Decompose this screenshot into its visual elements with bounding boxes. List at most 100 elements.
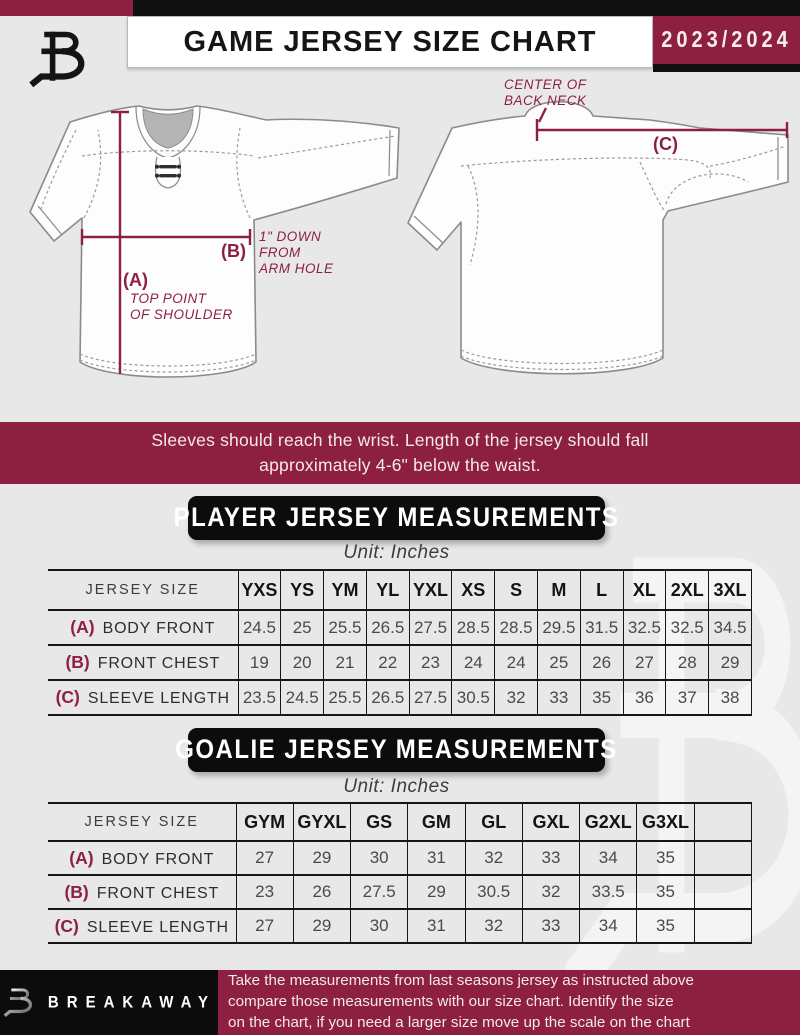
row-label-cell: (B) FRONT CHEST [48, 875, 236, 910]
goalie-table-container: JERSEY SIZE GYM GYXL GS GM GL GXL G2XL G3XL (A) BO… [48, 802, 753, 944]
size-value-cell: 32 [521, 875, 580, 910]
size-value-cell: 35 [636, 875, 695, 910]
size-value-cell: 33 [521, 841, 580, 876]
measurement-label: BODY FRONT [101, 850, 215, 868]
size-value-cell: 36 [622, 680, 666, 716]
size-value-cell: 32 [494, 680, 538, 716]
measurement-row: (A) BODY FRONT 27 29 30 31 32 33 34 35 [48, 841, 753, 876]
footer: BREAKAWAY Take the measurements from las… [0, 970, 800, 1035]
size-value-cell [693, 909, 753, 944]
goalie-unit-label: Unit: Inches [343, 776, 450, 797]
size-value-cell: 27 [235, 841, 294, 876]
size-value-cell: 26.5 [365, 610, 410, 646]
measurement-label: SLEEVE LENGTH [86, 918, 229, 936]
size-value-cell: 33 [536, 680, 581, 716]
size-value-cell: 23 [408, 645, 452, 681]
measurement-table: JERSEY SIZE GYM GYXL GS GM GL GXL G2XL G3XL (A) BO… [48, 802, 753, 944]
header-maroon-accent [0, 0, 133, 16]
size-value-cell: 31.5 [579, 610, 624, 646]
size-value-cell: 25 [280, 610, 324, 646]
size-value-cell: 29 [292, 841, 351, 876]
size-column-header [693, 802, 753, 842]
measurement-key: (A) [69, 847, 94, 868]
measurement-key: (B) [65, 652, 90, 672]
measurement-table: JERSEY SIZE YXS YS YM YL YXL XS S M L XL 2XL 3XL (A) B… [48, 569, 752, 716]
note-b-line2: FROM [259, 245, 301, 260]
note-c-line1: CENTER OF [504, 77, 587, 92]
size-value-cell: 29 [292, 909, 351, 944]
brand-name: BREAKAWAY [47, 993, 217, 1012]
size-value-cell: 35 [636, 841, 695, 876]
size-value-cell: 34 [579, 909, 637, 944]
size-value-cell: 23.5 [237, 680, 281, 716]
size-value-cell [693, 875, 753, 910]
size-value-cell: 34 [579, 841, 637, 876]
measurement-label: SLEEVE LENGTH [87, 690, 230, 707]
size-value-cell: 24.5 [237, 610, 281, 646]
measurement-key: (B) [64, 881, 89, 902]
size-column-header: 2XL [665, 569, 709, 611]
row-label-cell: (A) BODY FRONT [48, 841, 236, 876]
measurement-line-a [111, 110, 129, 374]
season-badge: 2023/2024 [653, 16, 800, 64]
collar-inset [142, 108, 194, 149]
size-column-header: XS [451, 569, 495, 611]
jersey-size-corner-header: JERSEY SIZE [48, 569, 238, 611]
size-value-cell: 25 [536, 645, 581, 681]
row-label-cell: (C) SLEEVE LENGTH [48, 680, 238, 716]
size-value-cell: 27.5 [408, 610, 452, 646]
player-table-container: JERSEY SIZE YXS YS YM YL YXL XS S M L XL 2XL 3XL (A) B… [48, 569, 752, 716]
footer-brand-block: BREAKAWAY [0, 970, 218, 1035]
size-value-cell: 28.5 [494, 610, 538, 646]
size-value-cell: 27 [622, 645, 666, 681]
measurement-row: (A) BODY FRONT 24.5 25 25.5 26.5 27.5 28.5 28.5 2… [48, 610, 752, 646]
note-c-line2: BACK NECK [504, 93, 587, 108]
season-underbar [653, 64, 800, 72]
size-value-cell: 23 [235, 875, 294, 910]
row-label-cell: (B) FRONT CHEST [48, 645, 238, 681]
size-value-cell: 31 [407, 841, 466, 876]
measurement-row: (B) FRONT CHEST 19 20 21 22 23 24 24 25 26 27 28 29 [48, 645, 752, 681]
breakaway-logo-footer-icon [2, 987, 38, 1018]
size-column-header: GYM [235, 802, 294, 842]
size-column-header: YL [365, 569, 410, 611]
jersey-diagrams: (B) 1" DOWN FROM ARM HOLE (A) TOP POINT … [29, 77, 789, 378]
player-section-header: PLAYER JERSEY MEASUREMENTS [174, 496, 618, 540]
size-value-cell: 33.5 [579, 875, 637, 910]
size-column-header: L [579, 569, 624, 611]
note-b-line1: 1" DOWN [259, 229, 321, 244]
footer-note-line3: on the chart, if you need a larger size … [228, 1013, 690, 1031]
note-a-line2: OF SHOULDER [130, 307, 233, 322]
size-value-cell: 24 [494, 645, 538, 681]
size-value-cell: 26 [579, 645, 624, 681]
note-b-line3: ARM HOLE [258, 261, 334, 276]
size-column-header: 3XL [708, 569, 752, 611]
measurement-key: (C) [54, 915, 79, 936]
fit-note-banner: Sleeves should reach the wrist. Length o… [0, 422, 800, 484]
goalie-section-title: GOALIE JERSEY MEASUREMENTS [175, 734, 618, 765]
size-column-header: XL [622, 569, 666, 611]
size-column-header: G3XL [636, 802, 695, 842]
size-value-cell: 34.5 [708, 610, 752, 646]
measurement-row: (B) FRONT CHEST 23 26 27.5 29 30.5 32 33.5 35 [48, 875, 753, 910]
measurement-row: (C) SLEEVE LENGTH 23.5 24.5 25.5 26.5 27.5 30.5… [48, 680, 752, 716]
row-label-cell: (C) SLEEVE LENGTH [48, 909, 236, 944]
footer-note-line1: Take the measurements from last seasons … [228, 972, 694, 990]
measurement-line-c [535, 107, 789, 141]
title-bar: GAME JERSEY SIZE CHART [127, 16, 653, 68]
size-value-cell: 28.5 [451, 610, 495, 646]
size-value-cell: 35 [579, 680, 624, 716]
size-column-header: M [536, 569, 581, 611]
fit-note-line1: Sleeves should reach the wrist. Length o… [151, 429, 649, 450]
size-value-cell: 27 [235, 909, 294, 944]
size-value-cell: 29 [407, 875, 466, 910]
footer-instructions: Take the measurements from last seasons … [218, 970, 800, 1035]
size-column-header: GM [407, 802, 466, 842]
size-column-header: GXL [521, 802, 580, 842]
season-label: 2023/2024 [661, 26, 792, 53]
size-value-cell: 35 [636, 909, 695, 944]
label-c: (C) [653, 134, 678, 154]
size-value-cell: 27.5 [350, 875, 408, 910]
size-value-cell: 27.5 [408, 680, 452, 716]
size-value-cell: 32 [464, 841, 523, 876]
